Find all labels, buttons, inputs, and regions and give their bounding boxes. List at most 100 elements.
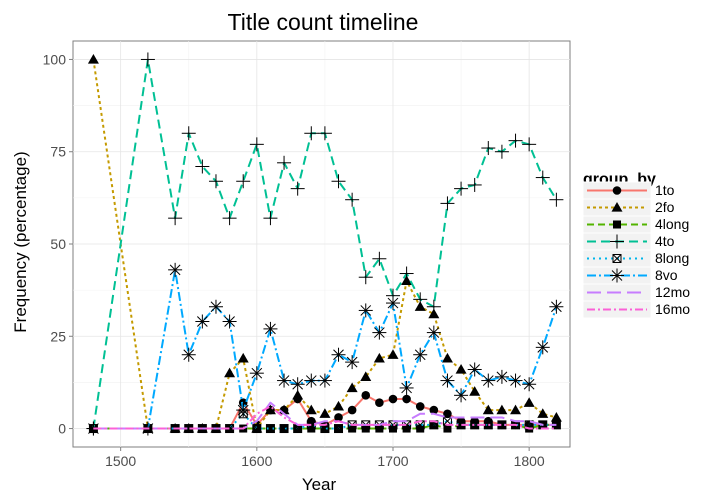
data-point-8vo xyxy=(358,303,373,318)
data-point-2fo xyxy=(510,404,522,415)
data-point-8vo xyxy=(195,314,210,329)
data-point-8vo xyxy=(304,373,319,388)
y-tick-label: 75 xyxy=(50,144,66,160)
data-point-2fo xyxy=(373,352,385,363)
data-point-1to xyxy=(334,413,343,422)
data-point-2fo xyxy=(237,352,249,363)
data-point-1to xyxy=(443,409,452,419)
x-tick-label: 1800 xyxy=(514,453,545,469)
data-point-8vo xyxy=(467,362,482,377)
data-point-4to xyxy=(236,174,251,189)
data-point-4to xyxy=(317,126,332,141)
data-point-2fo xyxy=(292,389,304,400)
legend-key-marker xyxy=(612,254,622,263)
y-tick-label: 25 xyxy=(50,328,66,344)
data-point-8vo xyxy=(399,380,414,395)
data-point-8long xyxy=(279,424,289,434)
legend-label: 12mo xyxy=(655,284,690,300)
legend-key-marker xyxy=(610,234,624,249)
data-point-2fo xyxy=(482,404,494,415)
data-point-8vo xyxy=(208,299,223,314)
y-axis-title: Frequency (percentage) xyxy=(11,151,30,332)
legend-key-marker xyxy=(610,268,624,283)
axes: 1500 1600 1700 1800 0 25 50 75 100 xyxy=(43,51,545,469)
series-layer xyxy=(86,52,564,436)
data-point-4to xyxy=(399,266,414,281)
data-point-4to xyxy=(522,137,537,152)
legend-label: 8vo xyxy=(655,267,678,283)
data-point-8vo xyxy=(494,369,509,384)
data-point-2fo xyxy=(346,382,358,393)
data-point-8vo xyxy=(290,377,305,392)
data-point-4to xyxy=(249,137,264,152)
y-tick-label: 0 xyxy=(58,421,66,437)
data-point-4to xyxy=(277,155,292,170)
series-16mo xyxy=(93,405,557,430)
data-point-4to xyxy=(413,292,428,307)
data-point-4to xyxy=(195,159,210,174)
data-point-4to xyxy=(494,144,509,159)
data-point-4to xyxy=(440,196,455,211)
data-point-2fo xyxy=(87,53,99,64)
data-point-2fo xyxy=(224,367,236,378)
data-point-4to xyxy=(345,192,360,207)
data-point-2fo xyxy=(441,352,453,363)
data-point-2fo xyxy=(264,404,276,415)
legend-item-8vo: 8vo xyxy=(582,266,678,285)
legend-key-marker xyxy=(612,186,622,195)
data-point-2fo xyxy=(387,349,399,359)
data-point-8vo xyxy=(522,377,537,392)
legend-label: 4long xyxy=(655,216,689,232)
data-point-4to xyxy=(549,192,564,207)
data-point-8vo xyxy=(236,403,251,418)
data-point-8long xyxy=(265,424,275,434)
series-8vo xyxy=(86,262,564,436)
x-tick-label: 1500 xyxy=(105,453,136,469)
data-point-4to xyxy=(290,181,305,196)
legend-item-2fo: 2fo xyxy=(582,198,675,217)
data-point-8vo xyxy=(535,340,550,355)
y-tick-label: 50 xyxy=(50,236,66,252)
data-point-4to xyxy=(454,181,469,196)
legend-key-marker xyxy=(613,220,621,229)
x-tick-label: 1600 xyxy=(241,453,272,469)
data-point-2fo xyxy=(319,408,331,418)
data-point-4to xyxy=(263,211,278,226)
data-point-8vo xyxy=(549,299,564,314)
data-point-8vo xyxy=(263,321,278,336)
chart-title: Title count timeline xyxy=(228,9,419,35)
data-point-4to xyxy=(222,211,237,226)
data-point-4long xyxy=(443,424,452,433)
data-point-8vo xyxy=(168,262,183,277)
data-point-8vo xyxy=(277,373,292,388)
data-point-4to xyxy=(168,211,183,226)
data-point-1to xyxy=(429,405,439,415)
legend-label: 1to xyxy=(655,182,675,198)
x-axis-title: Year xyxy=(302,475,337,494)
data-point-4to xyxy=(181,126,196,141)
data-point-8vo xyxy=(440,373,455,388)
data-point-1to xyxy=(388,394,398,404)
data-point-2fo xyxy=(360,371,372,381)
data-point-8vo xyxy=(372,325,387,340)
data-point-8vo xyxy=(317,373,332,388)
data-point-1to xyxy=(375,398,384,408)
data-point-8vo xyxy=(181,347,196,362)
data-point-8vo xyxy=(249,366,264,381)
data-point-2fo xyxy=(496,404,508,415)
data-point-1to xyxy=(415,402,425,411)
data-point-1to xyxy=(347,405,357,415)
data-point-2fo xyxy=(333,400,345,411)
legend-item-1to: 1to xyxy=(582,181,675,200)
grid-lines xyxy=(73,41,570,447)
legend-item-4long: 4long xyxy=(582,215,689,234)
data-point-2fo xyxy=(550,411,562,422)
data-point-8vo xyxy=(331,347,346,362)
data-point-4to xyxy=(331,174,346,189)
data-point-8vo xyxy=(222,314,237,329)
data-point-2fo xyxy=(523,397,535,407)
y-tick-label: 100 xyxy=(43,51,67,67)
data-point-4to xyxy=(426,299,441,314)
series-4to xyxy=(86,52,564,436)
